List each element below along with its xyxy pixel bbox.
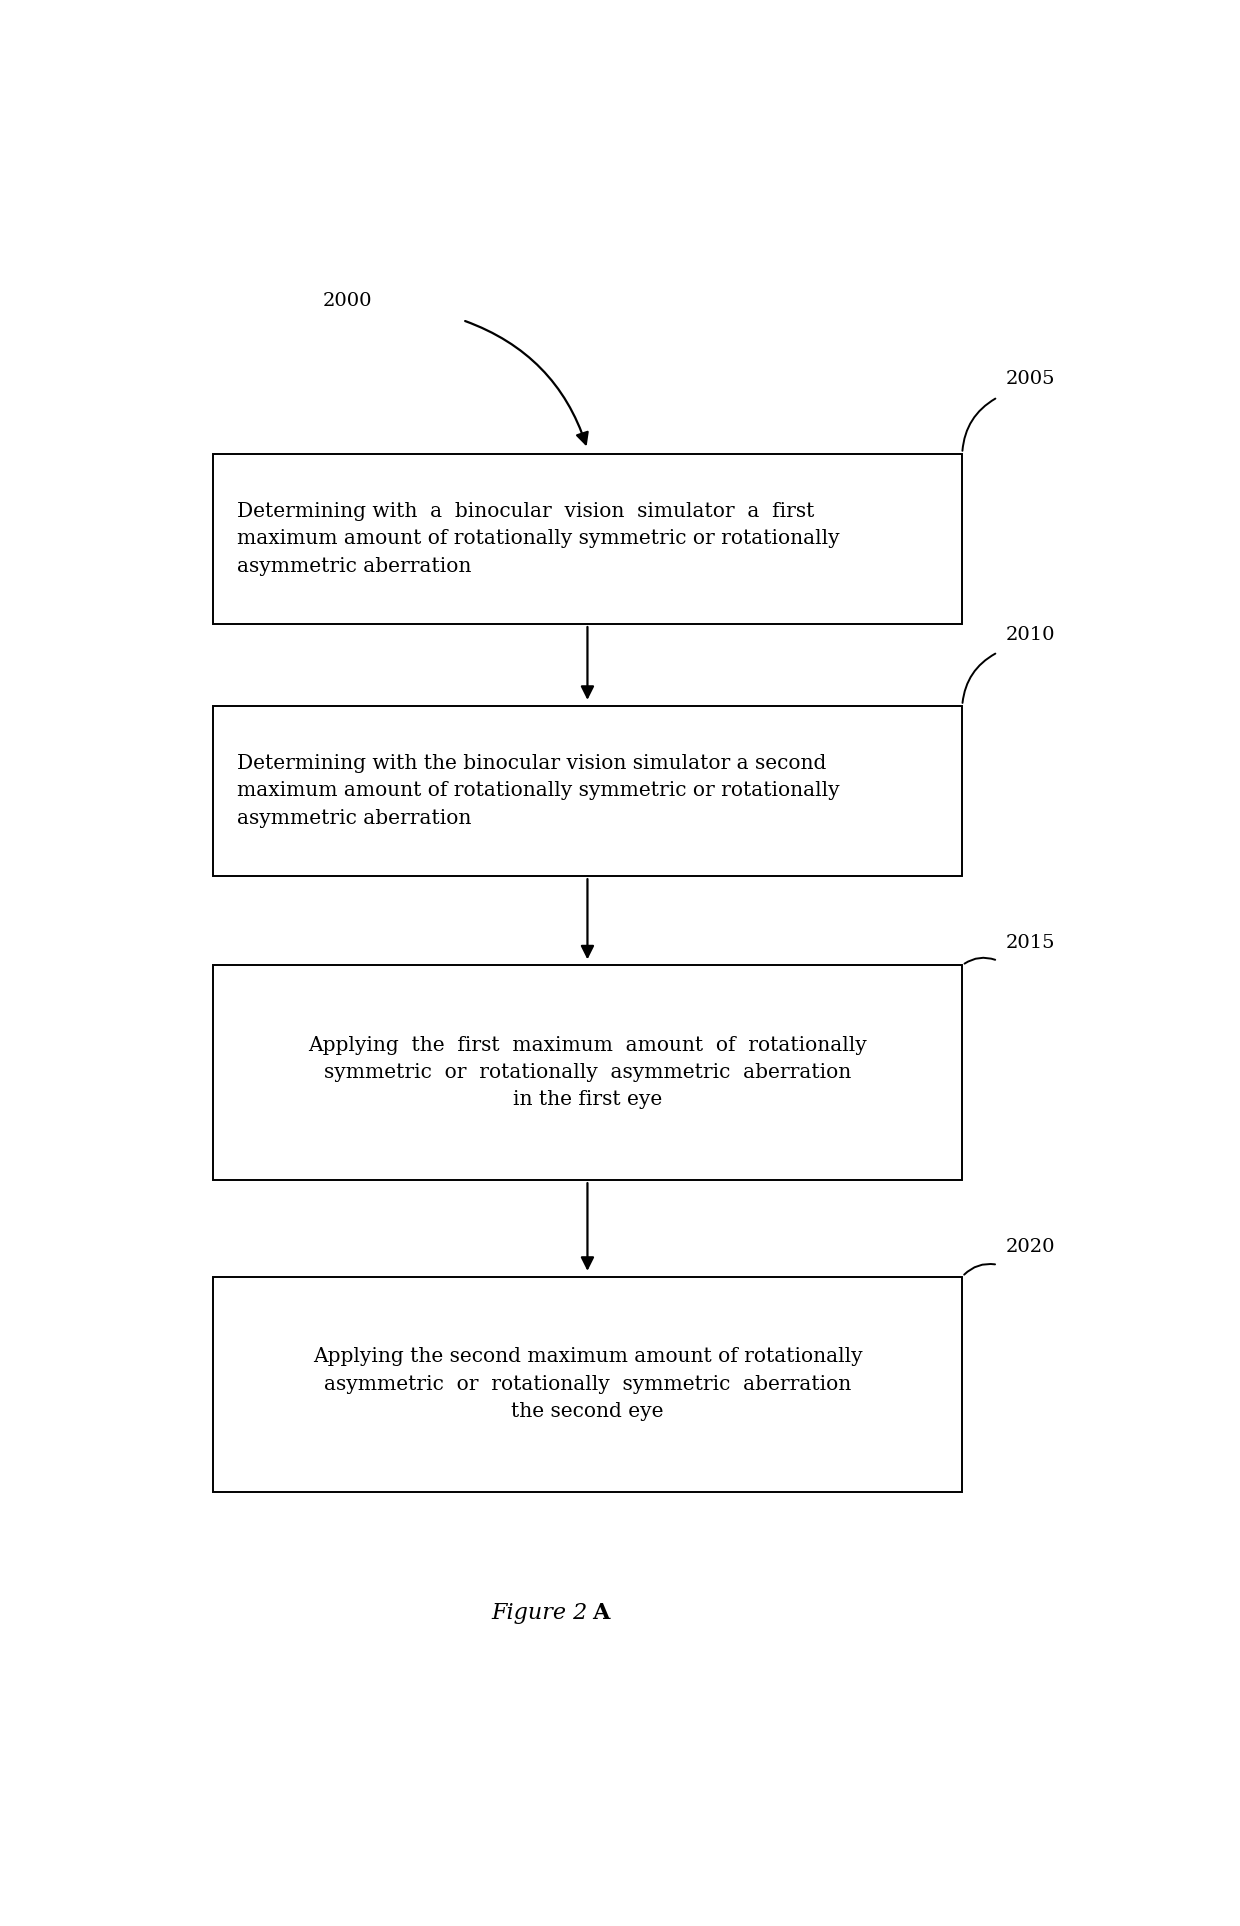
FancyArrowPatch shape (965, 957, 996, 963)
FancyArrowPatch shape (962, 653, 996, 703)
Text: Applying  the  first  maximum  amount  of  rotationally
symmetric  or  rotationa: Applying the first maximum amount of rot… (308, 1036, 867, 1109)
FancyBboxPatch shape (213, 453, 962, 624)
Text: A: A (593, 1602, 610, 1624)
FancyArrowPatch shape (965, 1263, 994, 1275)
Text: Applying the second maximum amount of rotationally
asymmetric  or  rotationally : Applying the second maximum amount of ro… (312, 1348, 862, 1421)
Text: Determining with the binocular vision simulator a second
maximum amount of rotat: Determining with the binocular vision si… (237, 755, 839, 828)
Text: 2015: 2015 (1006, 934, 1055, 951)
Text: Determining with  a  binocular  vision  simulator  a  first
maximum amount of ro: Determining with a binocular vision simu… (237, 503, 839, 576)
FancyArrowPatch shape (962, 399, 996, 451)
Text: 2010: 2010 (1006, 626, 1055, 643)
Text: Figure 2: Figure 2 (491, 1602, 588, 1624)
FancyBboxPatch shape (213, 1277, 962, 1491)
FancyBboxPatch shape (213, 705, 962, 876)
Text: 2020: 2020 (1006, 1238, 1055, 1256)
Text: 2000: 2000 (324, 293, 373, 310)
Text: 2005: 2005 (1006, 370, 1055, 389)
FancyBboxPatch shape (213, 965, 962, 1181)
